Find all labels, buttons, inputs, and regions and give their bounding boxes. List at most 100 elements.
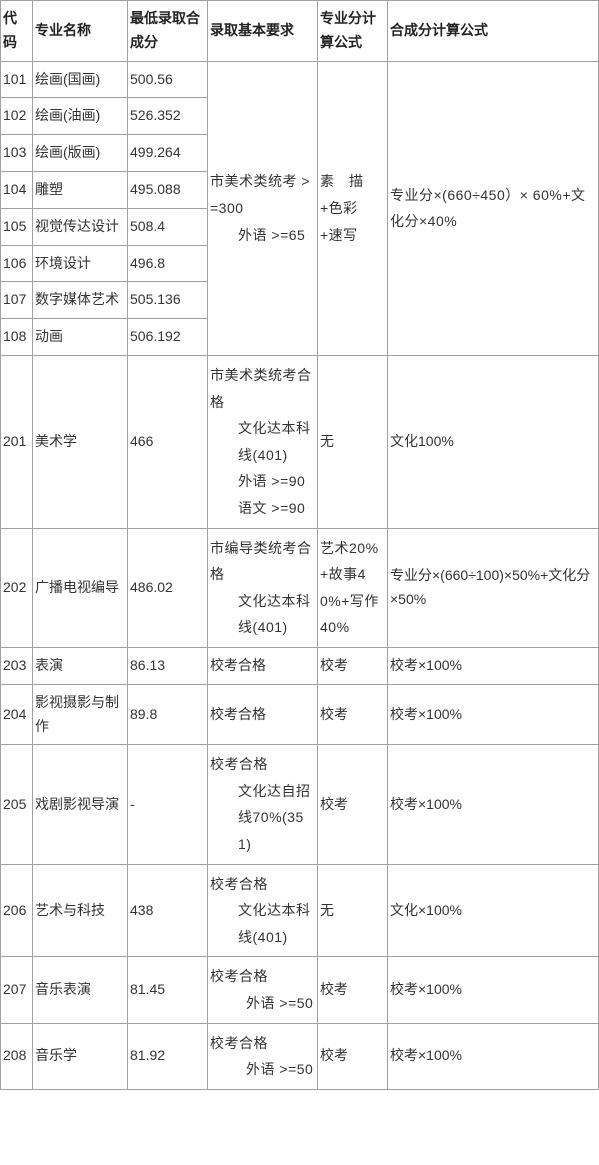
table-row: 206 艺术与科技 438 校考合格 文化达本科线(401) 无 文化×100% [1, 864, 599, 957]
cell-formula: 文化×100% [388, 864, 599, 957]
cell-code: 104 [1, 171, 33, 208]
cell-formula: 校考×100% [388, 957, 599, 1023]
cell-score: 506.192 [128, 319, 208, 356]
admission-table: 代码 专业名称 最低录取合成分 录取基本要求 专业分计算公式 合成分计算公式 1… [0, 0, 599, 1090]
req-text: 外语 >=90 [210, 468, 315, 495]
cell-code: 103 [1, 135, 33, 172]
table-row: 205 戏剧影视导演 - 校考合格 文化达自招线70%(351) 校考 校考×1… [1, 745, 599, 864]
cell-code: 205 [1, 745, 33, 864]
req-text: 校考合格 [210, 756, 268, 772]
cell-spec: 艺术20%+故事40%+写作40% [318, 528, 388, 647]
cell-score: 81.92 [128, 1023, 208, 1089]
cell-formula: 校考×100% [388, 1023, 599, 1089]
req-text: 外语 >=50 [210, 990, 315, 1017]
req-text: 校考合格 [210, 968, 268, 984]
cell-spec: 校考 [318, 647, 388, 684]
spec-text: 艺术20%+故事40%+写作40% [320, 540, 379, 636]
req-text: 校考合格 [210, 876, 268, 892]
cell-spec: 校考 [318, 745, 388, 864]
cell-score: 508.4 [128, 208, 208, 245]
cell-code: 101 [1, 61, 33, 98]
cell-score: 86.13 [128, 647, 208, 684]
cell-name: 美术学 [33, 355, 128, 528]
table-row: 208 音乐学 81.92 校考合格 外语 >=50 校考 校考×100% [1, 1023, 599, 1089]
cell-req: 校考合格 外语 >=50 [208, 957, 318, 1023]
cell-req: 校考合格 文化达自招线70%(351) [208, 745, 318, 864]
cell-formula: 专业分×(660÷450）× 60%+文化分×40% [388, 61, 599, 355]
cell-formula: 文化100% [388, 355, 599, 528]
cell-spec: 校考 [318, 684, 388, 745]
req-text: 文化达自招线70%(351) [210, 778, 315, 858]
header-code: 代码 [1, 1, 33, 62]
cell-score: 496.8 [128, 245, 208, 282]
cell-req: 市美术类统考合格 文化达本科线(401) 外语 >=90 语文 >=90 [208, 355, 318, 528]
formula-text: 专业分×(660÷450）× 60%+文化分×40% [390, 187, 586, 230]
spec-text: 素 描 +色彩 +速写 [320, 173, 364, 242]
cell-code: 108 [1, 319, 33, 356]
table-row: 204 影视摄影与制作 89.8 校考合格 校考 校考×100% [1, 684, 599, 745]
req-text: 外语 >=50 [210, 1056, 315, 1083]
header-formula: 合成分计算公式 [388, 1, 599, 62]
cell-code: 204 [1, 684, 33, 745]
cell-name: 数字媒体艺术 [33, 282, 128, 319]
req-text: 文化达本科线(401) [210, 415, 315, 468]
cell-code: 208 [1, 1023, 33, 1089]
table-row: 203 表演 86.13 校考合格 校考 校考×100% [1, 647, 599, 684]
cell-score: 526.352 [128, 98, 208, 135]
cell-code: 206 [1, 864, 33, 957]
cell-name: 雕塑 [33, 171, 128, 208]
cell-code: 202 [1, 528, 33, 647]
cell-name: 环境设计 [33, 245, 128, 282]
cell-formula: 校考×100% [388, 745, 599, 864]
cell-spec: 校考 [318, 1023, 388, 1089]
cell-req: 市美术类统考 >=300 外语 >=65 [208, 61, 318, 355]
req-text: 文化达本科线(401) [210, 897, 315, 950]
cell-score: 81.45 [128, 957, 208, 1023]
cell-name: 艺术与科技 [33, 864, 128, 957]
cell-formula: 校考×100% [388, 684, 599, 745]
cell-req: 市编导类统考合格 文化达本科线(401) [208, 528, 318, 647]
cell-spec: 无 [318, 355, 388, 528]
cell-score: 500.56 [128, 61, 208, 98]
cell-code: 203 [1, 647, 33, 684]
cell-name: 动画 [33, 319, 128, 356]
cell-formula: 专业分×(660÷100)×50%+文化分×50% [388, 528, 599, 647]
cell-score: 486.02 [128, 528, 208, 647]
cell-code: 201 [1, 355, 33, 528]
table-row: 101 绘画(国画) 500.56 市美术类统考 >=300 外语 >=65 素… [1, 61, 599, 98]
cell-name: 绘画(版画) [33, 135, 128, 172]
header-spec: 专业分计算公式 [318, 1, 388, 62]
cell-score: 499.264 [128, 135, 208, 172]
cell-code: 105 [1, 208, 33, 245]
cell-name: 表演 [33, 647, 128, 684]
cell-name: 视觉传达设计 [33, 208, 128, 245]
header-row: 代码 专业名称 最低录取合成分 录取基本要求 专业分计算公式 合成分计算公式 [1, 1, 599, 62]
cell-spec: 无 [318, 864, 388, 957]
cell-name: 绘画(油画) [33, 98, 128, 135]
cell-req: 校考合格 文化达本科线(401) [208, 864, 318, 957]
req-text: 市美术类统考 >=300 [210, 173, 310, 216]
cell-req: 校考合格 [208, 684, 318, 745]
cell-score: - [128, 745, 208, 864]
cell-code: 207 [1, 957, 33, 1023]
cell-name: 广播电视编导 [33, 528, 128, 647]
cell-req: 校考合格 [208, 647, 318, 684]
cell-code: 102 [1, 98, 33, 135]
cell-spec: 校考 [318, 957, 388, 1023]
cell-name: 绘画(国画) [33, 61, 128, 98]
cell-score: 495.088 [128, 171, 208, 208]
table-row: 207 音乐表演 81.45 校考合格 外语 >=50 校考 校考×100% [1, 957, 599, 1023]
cell-code: 107 [1, 282, 33, 319]
cell-name: 音乐表演 [33, 957, 128, 1023]
header-name: 专业名称 [33, 1, 128, 62]
req-text: 校考合格 [210, 1035, 268, 1051]
cell-req: 校考合格 外语 >=50 [208, 1023, 318, 1089]
req-text: 市编导类统考合格 [210, 540, 312, 583]
table-row: 201 美术学 466 市美术类统考合格 文化达本科线(401) 外语 >=90… [1, 355, 599, 528]
cell-formula: 校考×100% [388, 647, 599, 684]
req-text: 外语 >=65 [210, 222, 315, 249]
req-text: 语文 >=90 [210, 495, 315, 522]
table-row: 202 广播电视编导 486.02 市编导类统考合格 文化达本科线(401) 艺… [1, 528, 599, 647]
cell-name: 戏剧影视导演 [33, 745, 128, 864]
cell-spec: 素 描 +色彩 +速写 [318, 61, 388, 355]
